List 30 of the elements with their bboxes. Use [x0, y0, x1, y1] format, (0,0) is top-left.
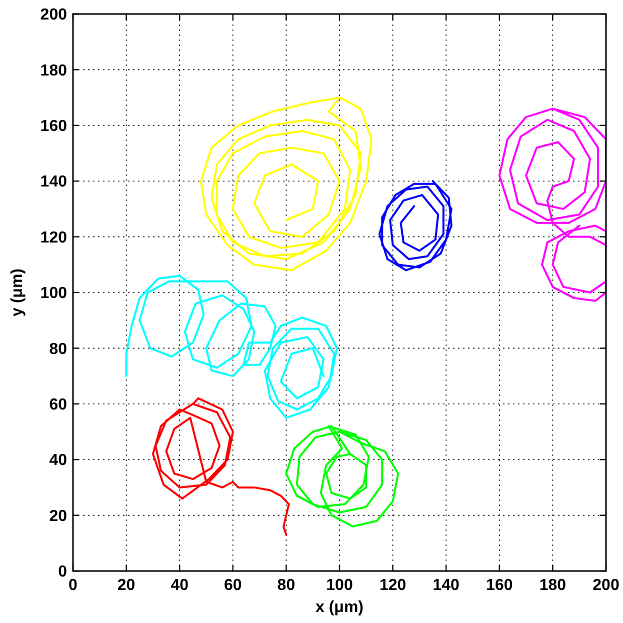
y-axis-title: y (μm) [9, 268, 26, 317]
x-tick-label: 140 [432, 577, 460, 594]
x-tick-label: 60 [224, 577, 242, 594]
y-tick-label: 100 [40, 285, 68, 302]
x-tick-label: 20 [117, 577, 136, 594]
line-series [200, 96, 372, 272]
y-tick-label: 120 [40, 229, 68, 246]
y-tick-label: 160 [40, 118, 68, 135]
x-tick-label: 100 [326, 577, 353, 594]
line-series [498, 108, 606, 302]
x-tick-label: 0 [68, 577, 78, 594]
y-tick-label: 80 [49, 340, 68, 358]
x-axis-title: x (μm) [315, 599, 364, 616]
x-tick-label: 40 [170, 577, 189, 594]
line-series [378, 180, 452, 272]
line-series [285, 425, 400, 528]
x-tick-label: 160 [486, 577, 513, 594]
y-tick-label: 200 [40, 6, 68, 24]
line-series [125, 274, 338, 419]
y-tick-label: 0 [58, 564, 68, 581]
y-tick-label: 140 [40, 174, 68, 191]
x-tick-label: 80 [277, 577, 296, 594]
y-tick-label: 60 [49, 396, 68, 414]
line-series [152, 397, 290, 536]
x-tick-label: 120 [379, 577, 406, 594]
y-tick-label: 20 [49, 508, 68, 525]
y-tick-label: 180 [40, 62, 68, 80]
x-tick-label: 180 [539, 577, 566, 594]
y-tick-label: 40 [49, 452, 68, 470]
x-tick-label: 200 [592, 577, 620, 594]
